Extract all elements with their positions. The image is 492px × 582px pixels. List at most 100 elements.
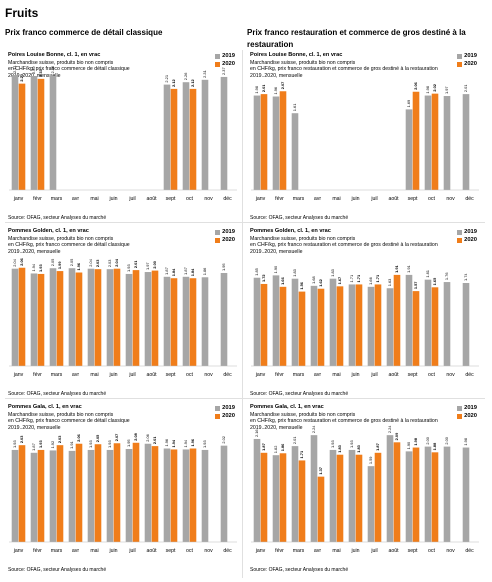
category-label-août: août xyxy=(146,196,157,202)
chart-subtitle-line: 2019..2020, mensuelle xyxy=(8,248,61,255)
bar-2020-mai xyxy=(336,286,344,366)
bar-2019-déc xyxy=(462,447,470,542)
chart-plot: 2.412.23 janv 2.39 2.33 févr 2.40 mars avr mai ju… xyxy=(9,65,237,202)
bar-2020-avr xyxy=(75,272,83,366)
data-label-2020-avr: 1.96 xyxy=(76,262,81,270)
chart-title: Poires Louise Bonne, cl. 1, en vrac xyxy=(250,52,343,58)
category-label-févr: févr xyxy=(275,548,284,554)
category-label-nov: nov xyxy=(204,548,213,554)
data-label-2020-août: 2.09 xyxy=(394,432,399,440)
data-label-2020-janv: 2.23 xyxy=(19,73,24,81)
bar-2019-mai xyxy=(329,278,337,366)
data-label-2019-juin: 1.71 xyxy=(349,275,354,283)
bar-2019-déc xyxy=(220,76,228,190)
data-label-2019-mars: 1.61 xyxy=(292,104,297,112)
category-label-oct: oct xyxy=(428,372,435,378)
chart-title: Poires Louise Bonne, cl. 1, en vrac xyxy=(8,52,101,58)
category-label-mai: mai xyxy=(332,372,340,378)
chart-title: Pommes Golden, cl. 1, en vrac xyxy=(8,228,89,234)
bar-2020-juil xyxy=(132,442,140,542)
bar-2020-oct xyxy=(431,287,439,366)
chart-source: Source: OFAG, secteur Analyses du marché xyxy=(8,391,107,397)
category-label-sept: sept xyxy=(166,372,176,378)
legend-swatch xyxy=(457,53,463,59)
bar-2020-janv xyxy=(260,94,268,190)
category-label-déc: déc xyxy=(465,548,474,554)
bar-2019-oct xyxy=(424,446,432,542)
data-label-2019-août: 2.24 xyxy=(387,425,392,433)
data-label-2019-oct: 1.98 xyxy=(425,86,430,94)
bar-2019-sept xyxy=(405,451,413,542)
bar-2019-mars xyxy=(291,113,299,190)
bar-2019-févr xyxy=(30,76,38,190)
data-label-2019-oct: 1.87 xyxy=(183,267,188,275)
bar-2020-sept xyxy=(170,278,178,366)
bar-2019-juin xyxy=(106,269,114,366)
category-label-août: août xyxy=(146,548,157,554)
category-label-déc: déc xyxy=(223,196,232,202)
chart-subtitle-line: 2019..2020, mensuelle xyxy=(8,72,61,79)
bar-2019-mai xyxy=(329,449,337,542)
data-label-2020-janv: 2.01 xyxy=(261,84,266,92)
bar-2019-août xyxy=(386,435,394,542)
bar-2019-déc xyxy=(462,94,470,190)
data-label-2020-févr: 1.66 xyxy=(280,276,285,284)
data-label-2020-oct: 2.02 xyxy=(432,83,437,91)
data-label-2020-août: 2.00 xyxy=(152,261,157,269)
category-label-juin: juin xyxy=(108,548,117,554)
legend-swatch xyxy=(215,61,221,67)
bar-2019-déc xyxy=(462,283,470,366)
data-label-2020-févr: 1.86 xyxy=(280,443,285,451)
data-label-2020-oct: 1.84 xyxy=(190,268,195,276)
category-label-juil: juil xyxy=(370,372,377,378)
page-title: Fruits xyxy=(5,6,39,20)
data-label-2019-mai: 1.93 xyxy=(88,440,93,448)
category-label-août: août xyxy=(388,372,399,378)
category-label-févr: févr xyxy=(33,372,42,378)
data-label-2019-mai: 1.83 xyxy=(330,269,335,277)
column-divider xyxy=(242,50,243,578)
chart-subtitle-line: en CHF/kg, prix franco restauration et c… xyxy=(250,418,438,425)
bar-2020-févr xyxy=(279,91,287,190)
bar-2020-sept xyxy=(170,449,178,542)
bar-2019-janv xyxy=(11,449,19,542)
bar-2020-janv xyxy=(18,445,26,542)
data-label-2019-déc: 1.95 xyxy=(221,263,226,271)
data-label-2020-juil: 1.71 xyxy=(375,274,380,282)
category-label-août: août xyxy=(146,372,157,378)
legend-label: 2020 xyxy=(464,413,477,419)
legend-entry-2019: 2019 xyxy=(215,405,235,411)
data-label-2019-mars: 1.83 xyxy=(292,269,297,277)
bar-2019-avr xyxy=(68,268,76,366)
data-label-2020-juin: 2.07 xyxy=(114,434,119,442)
category-label-août: août xyxy=(388,196,399,202)
data-label-2019-mars: 1.92 xyxy=(50,441,55,449)
category-label-juil: juil xyxy=(128,196,135,202)
bar-2020-janv xyxy=(18,267,26,366)
chart-subtitle-line: 2019..2020, mensuelle xyxy=(250,72,303,79)
chart-plot: 2.16 1.87 janv 1.82 1.86 févr 2.011.71 mars 2.24… xyxy=(251,425,479,554)
legend-label: 2019 xyxy=(464,53,477,59)
legend-label: 2019 xyxy=(222,405,235,411)
data-label-2020-mars: 1.56 xyxy=(299,281,304,289)
data-label-2020-févr: 2.33 xyxy=(38,68,43,76)
data-label-2019-janv: 2.16 xyxy=(254,429,259,437)
data-label-2019-déc: 1.98 xyxy=(463,438,468,446)
bar-2020-août xyxy=(393,442,401,542)
data-label-2019-août: 2.06 xyxy=(145,434,150,442)
bar-2020-févr xyxy=(279,453,287,542)
data-label-2019-oct: 2.26 xyxy=(183,73,188,81)
category-label-janv: janv xyxy=(13,548,24,554)
chart-subtitle-line: Marchandise suisse, produits bio non com… xyxy=(8,236,114,242)
category-label-sept: sept xyxy=(166,548,176,554)
chart-source: Source: OFAG, secteur Analyses du marché xyxy=(8,567,107,573)
row-divider-2 xyxy=(5,398,485,399)
bar-2020-janv xyxy=(260,452,268,542)
category-label-oct: oct xyxy=(186,372,193,378)
legend-swatch xyxy=(457,237,463,243)
category-label-sept: sept xyxy=(408,548,418,554)
legend-entry-2019: 2019 xyxy=(457,53,477,59)
category-label-mars: mars xyxy=(51,372,63,378)
data-label-2020-mars: 2.03 xyxy=(57,435,62,443)
